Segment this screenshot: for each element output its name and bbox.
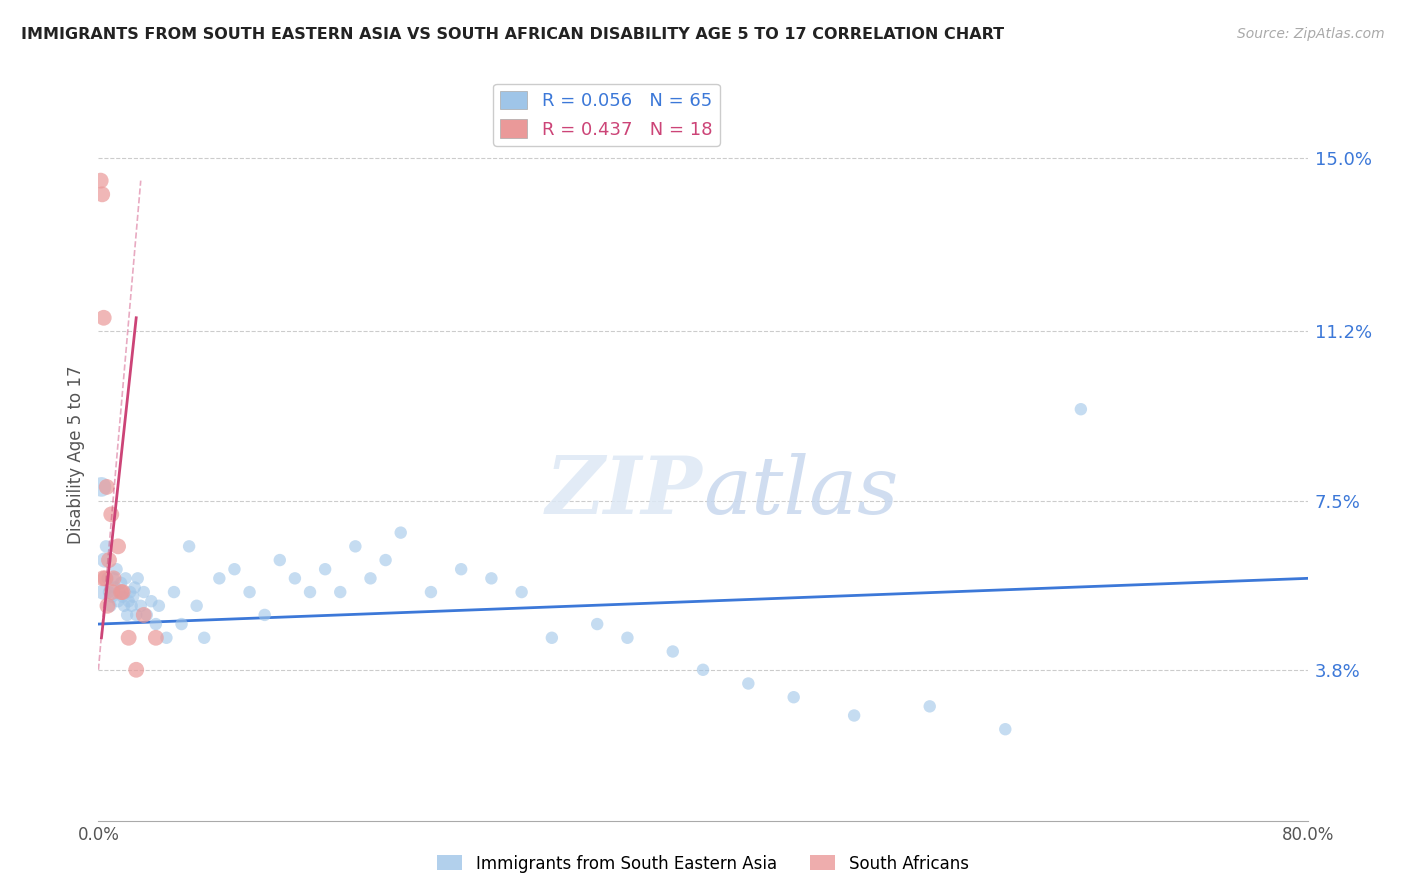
Point [98, 585, 121, 599]
Point [284, 571, 307, 585]
Point [360, 571, 382, 585]
Point [155, 631, 177, 645]
Point [661, 644, 683, 658]
Point [94, 571, 117, 585]
Point [170, 617, 193, 632]
Point [389, 525, 412, 540]
Point [132, 585, 155, 599]
Legend: R = 0.056   N = 65, R = 0.437   N = 18: R = 0.056 N = 65, R = 0.437 N = 18 [494, 84, 720, 145]
Text: ZIP: ZIP [546, 453, 703, 530]
Point [114, 571, 136, 585]
Point [111, 585, 134, 599]
Point [111, 590, 134, 604]
Point [179, 539, 201, 553]
Point [163, 585, 186, 599]
Point [110, 585, 132, 599]
Point [110, 576, 132, 591]
Point [107, 594, 129, 608]
Point [124, 581, 146, 595]
Point [118, 631, 141, 645]
Point [420, 585, 443, 599]
Point [1070, 402, 1092, 417]
Point [121, 599, 143, 613]
Point [127, 571, 149, 585]
Point [481, 571, 503, 585]
Point [692, 663, 714, 677]
Point [129, 599, 152, 613]
Point [208, 571, 231, 585]
Point [374, 553, 396, 567]
Point [125, 663, 148, 677]
Point [100, 508, 122, 522]
Point [918, 699, 941, 714]
Point [91, 585, 114, 599]
Point [100, 599, 122, 613]
Point [299, 585, 322, 599]
Point [112, 599, 135, 613]
Point [783, 690, 806, 705]
Point [93, 553, 115, 567]
Point [148, 599, 170, 613]
Point [135, 607, 157, 622]
Legend: Immigrants from South Eastern Asia, South Africans: Immigrants from South Eastern Asia, Sout… [430, 848, 976, 880]
Point [91, 187, 114, 202]
Point [103, 571, 125, 585]
Point [105, 562, 128, 576]
Text: Source: ZipAtlas.com: Source: ZipAtlas.com [1237, 27, 1385, 41]
Point [186, 599, 208, 613]
Point [107, 539, 129, 553]
Point [994, 723, 1017, 737]
Point [329, 585, 352, 599]
Point [145, 631, 167, 645]
Point [96, 599, 118, 613]
Point [90, 480, 112, 494]
Point [540, 631, 562, 645]
Point [239, 585, 262, 599]
Point [118, 594, 141, 608]
Point [253, 607, 276, 622]
Point [90, 173, 112, 188]
Point [224, 562, 246, 576]
Point [141, 594, 163, 608]
Point [132, 607, 155, 622]
Point [115, 607, 138, 622]
Point [91, 571, 114, 585]
Point [104, 581, 127, 595]
Point [101, 585, 124, 599]
Point [122, 590, 145, 604]
Point [314, 562, 336, 576]
Point [344, 539, 367, 553]
Text: atlas: atlas [703, 453, 898, 530]
Point [125, 607, 148, 622]
Point [844, 708, 866, 723]
Point [93, 310, 115, 325]
Point [98, 553, 121, 567]
Point [737, 676, 759, 690]
Point [586, 617, 609, 632]
Point [510, 585, 533, 599]
Point [103, 571, 125, 585]
Point [145, 617, 167, 632]
Point [193, 631, 215, 645]
Point [96, 480, 118, 494]
Point [94, 539, 117, 553]
Point [96, 571, 118, 585]
Text: IMMIGRANTS FROM SOUTH EASTERN ASIA VS SOUTH AFRICAN DISABILITY AGE 5 TO 17 CORRE: IMMIGRANTS FROM SOUTH EASTERN ASIA VS SO… [21, 27, 1004, 42]
Point [120, 585, 142, 599]
Point [450, 562, 472, 576]
Point [101, 590, 124, 604]
Y-axis label: Disability Age 5 to 17: Disability Age 5 to 17 [66, 366, 84, 544]
Point [616, 631, 638, 645]
Point [108, 585, 131, 599]
Point [269, 553, 291, 567]
